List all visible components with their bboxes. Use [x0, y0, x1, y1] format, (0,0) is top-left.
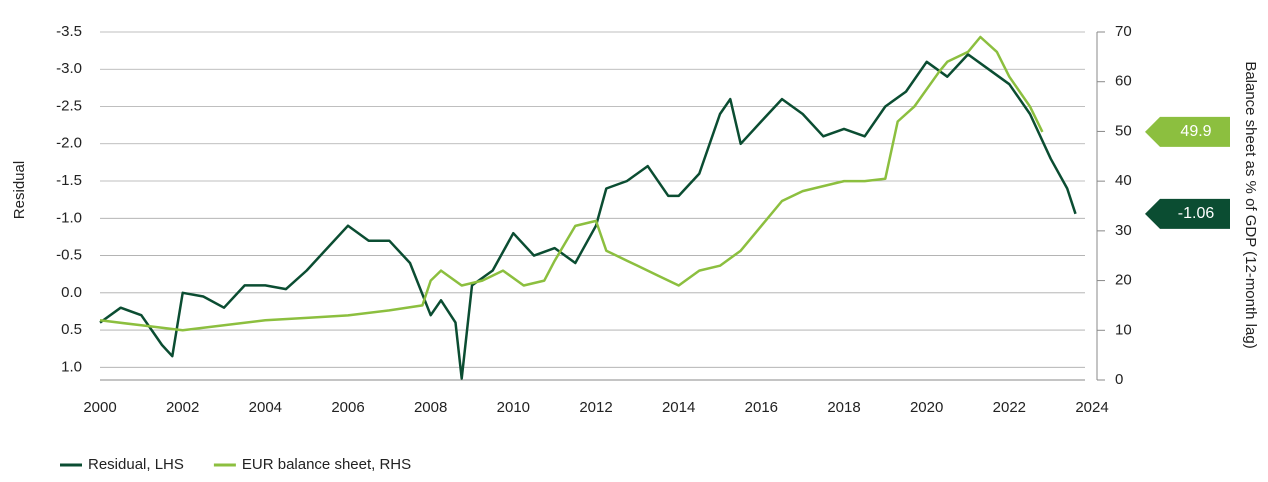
y2-axis-label: Balance sheet as % of GDP (12-month lag)	[1242, 61, 1259, 348]
y-tick-label: -1.0	[56, 209, 82, 226]
y-tick-label: -2.5	[56, 97, 82, 114]
legend-label: EUR balance sheet, RHS	[242, 456, 411, 473]
y2-tick-label: 0	[1115, 371, 1123, 388]
end-label-box	[1145, 116, 1230, 147]
y-tick-label: 1.0	[61, 358, 82, 375]
x-tick-label: 2016	[745, 399, 778, 416]
y-tick-label: 0.0	[61, 284, 82, 301]
y2-tick-label: 60	[1115, 73, 1132, 90]
x-tick-label: 2008	[414, 399, 447, 416]
y2-tick-label: 30	[1115, 222, 1132, 239]
y2-tick-label: 10	[1115, 321, 1132, 338]
y2-tick-label: 40	[1115, 172, 1132, 189]
y2-tick-label: 70	[1115, 23, 1132, 40]
x-tick-label: 2004	[249, 399, 282, 416]
series-line	[99, 35, 1044, 332]
x-tick-label: 2002	[166, 399, 199, 416]
x-tick-label: 2010	[497, 399, 530, 416]
x-tick-label: 2006	[331, 399, 364, 416]
x-tick-label: 2018	[827, 399, 860, 416]
y2-tick-label: 50	[1115, 122, 1132, 139]
y-tick-label: -0.5	[56, 247, 82, 264]
x-tick-label: 2000	[83, 399, 116, 416]
x-tick-label: 2014	[662, 399, 695, 416]
x-tick-label: 2012	[579, 399, 612, 416]
y-tick-label: -3.5	[56, 23, 82, 40]
legend-label: Residual, LHS	[88, 456, 184, 473]
series-line	[99, 53, 1077, 380]
end-label-box	[1145, 198, 1230, 229]
y-tick-label: -2.0	[56, 135, 82, 152]
y2-tick-label: 20	[1115, 272, 1132, 289]
end-label: -1.06	[1178, 205, 1215, 222]
y-tick-label: -1.5	[56, 172, 82, 189]
end-label: 49.9	[1180, 123, 1211, 140]
y-tick-label: -3.0	[56, 60, 82, 77]
x-tick-label: 2022	[993, 399, 1026, 416]
y-axis-label: Residual	[11, 161, 28, 219]
x-tick-label: 2024	[1075, 399, 1108, 416]
x-tick-label: 2020	[910, 399, 943, 416]
y-tick-label: 0.5	[61, 321, 82, 338]
